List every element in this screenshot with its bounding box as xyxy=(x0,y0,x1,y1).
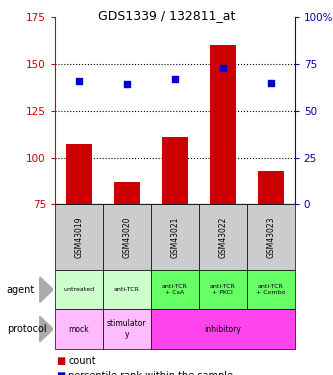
Text: anti-TCR
+ CsA: anti-TCR + CsA xyxy=(162,284,188,295)
Text: GSM43020: GSM43020 xyxy=(122,216,132,258)
Text: GSM43019: GSM43019 xyxy=(74,216,84,258)
Text: GDS1339 / 132811_at: GDS1339 / 132811_at xyxy=(98,9,235,22)
Bar xyxy=(114,182,140,204)
Bar xyxy=(162,137,188,204)
Text: GSM43023: GSM43023 xyxy=(266,216,275,258)
Text: agent: agent xyxy=(7,285,35,295)
Text: GSM43022: GSM43022 xyxy=(218,216,227,258)
Text: anti-TCR
+ PKCi: anti-TCR + PKCi xyxy=(210,284,236,295)
Point xyxy=(220,64,225,70)
Point xyxy=(124,81,130,87)
Text: anti-TCR
+ Combo: anti-TCR + Combo xyxy=(256,284,285,295)
Point xyxy=(76,78,82,84)
Text: anti-TCR: anti-TCR xyxy=(114,287,140,292)
Polygon shape xyxy=(40,316,53,342)
Point xyxy=(172,76,177,82)
Text: GSM43021: GSM43021 xyxy=(170,216,179,258)
Bar xyxy=(66,144,92,204)
Text: ■: ■ xyxy=(57,371,66,375)
Text: protocol: protocol xyxy=(7,324,46,334)
Text: stimulator
y: stimulator y xyxy=(107,320,147,339)
Text: mock: mock xyxy=(69,324,89,334)
Bar xyxy=(209,45,236,204)
Text: ■: ■ xyxy=(57,356,66,366)
Polygon shape xyxy=(40,277,53,302)
Bar xyxy=(257,171,284,204)
Text: untreated: untreated xyxy=(63,287,95,292)
Point xyxy=(268,80,273,86)
Text: count: count xyxy=(68,356,96,366)
Text: inhibitory: inhibitory xyxy=(204,324,241,334)
Text: percentile rank within the sample: percentile rank within the sample xyxy=(68,371,233,375)
